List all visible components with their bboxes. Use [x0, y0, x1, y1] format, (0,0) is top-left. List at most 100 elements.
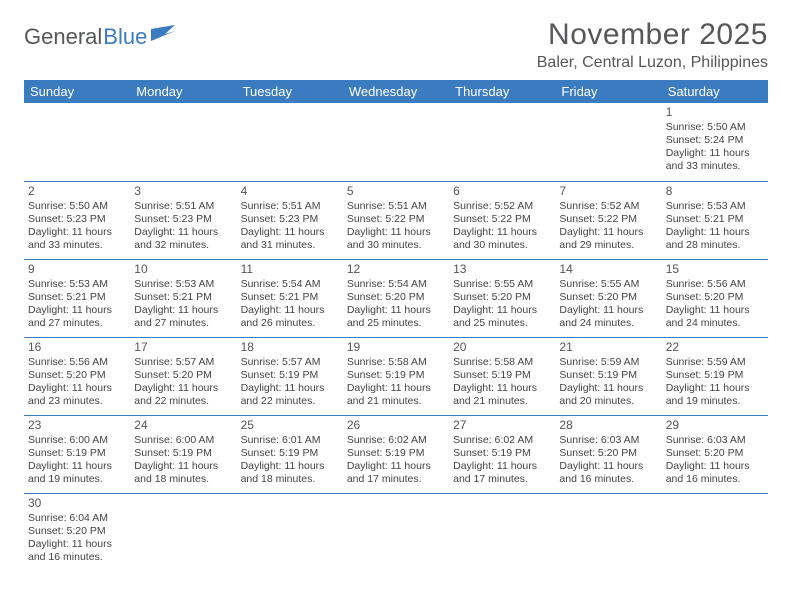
day-number: 5: [347, 184, 445, 199]
day-number: 2: [28, 184, 126, 199]
calendar-day: 13Sunrise: 5:55 AMSunset: 5:20 PMDayligh…: [449, 259, 555, 337]
calendar-empty-cell: [237, 103, 343, 181]
calendar-day: 17Sunrise: 5:57 AMSunset: 5:20 PMDayligh…: [130, 337, 236, 415]
day-sun-info: Sunrise: 6:03 AMSunset: 5:20 PMDaylight:…: [666, 434, 764, 487]
calendar-day: 8Sunrise: 5:53 AMSunset: 5:21 PMDaylight…: [662, 181, 768, 259]
day-number: 29: [666, 418, 764, 433]
month-title: November 2025: [537, 18, 768, 52]
brand-logo: GeneralBlue: [24, 24, 177, 50]
calendar-row: 16Sunrise: 5:56 AMSunset: 5:20 PMDayligh…: [24, 337, 768, 415]
calendar-empty-cell: [130, 493, 236, 571]
calendar-day: 30Sunrise: 6:04 AMSunset: 5:20 PMDayligh…: [24, 493, 130, 571]
calendar-day: 6Sunrise: 5:52 AMSunset: 5:22 PMDaylight…: [449, 181, 555, 259]
calendar-day: 4Sunrise: 5:51 AMSunset: 5:23 PMDaylight…: [237, 181, 343, 259]
day-number: 11: [241, 262, 339, 277]
weekday-header: Thursday: [449, 80, 555, 103]
calendar-day: 22Sunrise: 5:59 AMSunset: 5:19 PMDayligh…: [662, 337, 768, 415]
calendar-row: 2Sunrise: 5:50 AMSunset: 5:23 PMDaylight…: [24, 181, 768, 259]
calendar-day: 3Sunrise: 5:51 AMSunset: 5:23 PMDaylight…: [130, 181, 236, 259]
weekday-header: Tuesday: [237, 80, 343, 103]
day-number: 1: [666, 105, 764, 120]
day-sun-info: Sunrise: 5:57 AMSunset: 5:19 PMDaylight:…: [241, 356, 339, 409]
day-number: 3: [134, 184, 232, 199]
day-sun-info: Sunrise: 5:56 AMSunset: 5:20 PMDaylight:…: [28, 356, 126, 409]
weekday-header: Sunday: [24, 80, 130, 103]
day-sun-info: Sunrise: 5:53 AMSunset: 5:21 PMDaylight:…: [666, 200, 764, 253]
day-sun-info: Sunrise: 5:52 AMSunset: 5:22 PMDaylight:…: [453, 200, 551, 253]
day-number: 25: [241, 418, 339, 433]
day-sun-info: Sunrise: 5:55 AMSunset: 5:20 PMDaylight:…: [559, 278, 657, 331]
day-sun-info: Sunrise: 5:58 AMSunset: 5:19 PMDaylight:…: [453, 356, 551, 409]
day-sun-info: Sunrise: 5:51 AMSunset: 5:23 PMDaylight:…: [134, 200, 232, 253]
day-number: 4: [241, 184, 339, 199]
calendar-day: 26Sunrise: 6:02 AMSunset: 5:19 PMDayligh…: [343, 415, 449, 493]
day-sun-info: Sunrise: 5:58 AMSunset: 5:19 PMDaylight:…: [347, 356, 445, 409]
day-number: 27: [453, 418, 551, 433]
day-number: 10: [134, 262, 232, 277]
day-sun-info: Sunrise: 6:01 AMSunset: 5:19 PMDaylight:…: [241, 434, 339, 487]
day-sun-info: Sunrise: 6:03 AMSunset: 5:20 PMDaylight:…: [559, 434, 657, 487]
day-number: 23: [28, 418, 126, 433]
weekday-header: Wednesday: [343, 80, 449, 103]
calendar-empty-cell: [237, 493, 343, 571]
calendar-day: 29Sunrise: 6:03 AMSunset: 5:20 PMDayligh…: [662, 415, 768, 493]
day-number: 26: [347, 418, 445, 433]
weekday-header: Saturday: [662, 80, 768, 103]
day-number: 30: [28, 496, 126, 511]
day-number: 6: [453, 184, 551, 199]
calendar-empty-cell: [662, 493, 768, 571]
calendar-day: 21Sunrise: 5:59 AMSunset: 5:19 PMDayligh…: [555, 337, 661, 415]
day-sun-info: Sunrise: 5:56 AMSunset: 5:20 PMDaylight:…: [666, 278, 764, 331]
calendar-day: 12Sunrise: 5:54 AMSunset: 5:20 PMDayligh…: [343, 259, 449, 337]
calendar-empty-cell: [449, 493, 555, 571]
calendar-empty-cell: [343, 493, 449, 571]
day-number: 16: [28, 340, 126, 355]
day-sun-info: Sunrise: 5:53 AMSunset: 5:21 PMDaylight:…: [134, 278, 232, 331]
day-number: 20: [453, 340, 551, 355]
calendar-row: 23Sunrise: 6:00 AMSunset: 5:19 PMDayligh…: [24, 415, 768, 493]
day-sun-info: Sunrise: 5:51 AMSunset: 5:22 PMDaylight:…: [347, 200, 445, 253]
day-sun-info: Sunrise: 5:55 AMSunset: 5:20 PMDaylight:…: [453, 278, 551, 331]
brand-flag-icon: [151, 25, 177, 43]
calendar-empty-cell: [555, 103, 661, 181]
calendar-empty-cell: [24, 103, 130, 181]
day-number: 17: [134, 340, 232, 355]
calendar-day: 11Sunrise: 5:54 AMSunset: 5:21 PMDayligh…: [237, 259, 343, 337]
calendar-day: 28Sunrise: 6:03 AMSunset: 5:20 PMDayligh…: [555, 415, 661, 493]
calendar-day: 25Sunrise: 6:01 AMSunset: 5:19 PMDayligh…: [237, 415, 343, 493]
day-number: 13: [453, 262, 551, 277]
calendar-day: 23Sunrise: 6:00 AMSunset: 5:19 PMDayligh…: [24, 415, 130, 493]
title-block: November 2025 Baler, Central Luzon, Phil…: [537, 18, 768, 72]
day-sun-info: Sunrise: 5:51 AMSunset: 5:23 PMDaylight:…: [241, 200, 339, 253]
day-number: 15: [666, 262, 764, 277]
day-sun-info: Sunrise: 5:57 AMSunset: 5:20 PMDaylight:…: [134, 356, 232, 409]
day-number: 12: [347, 262, 445, 277]
location-subtitle: Baler, Central Luzon, Philippines: [537, 54, 768, 72]
day-number: 8: [666, 184, 764, 199]
calendar-day: 18Sunrise: 5:57 AMSunset: 5:19 PMDayligh…: [237, 337, 343, 415]
brand-part2: Blue: [103, 24, 147, 50]
calendar-row: 30Sunrise: 6:04 AMSunset: 5:20 PMDayligh…: [24, 493, 768, 571]
calendar-day: 10Sunrise: 5:53 AMSunset: 5:21 PMDayligh…: [130, 259, 236, 337]
calendar-day: 9Sunrise: 5:53 AMSunset: 5:21 PMDaylight…: [24, 259, 130, 337]
calendar-empty-cell: [343, 103, 449, 181]
calendar-day: 27Sunrise: 6:02 AMSunset: 5:19 PMDayligh…: [449, 415, 555, 493]
day-number: 19: [347, 340, 445, 355]
day-sun-info: Sunrise: 6:00 AMSunset: 5:19 PMDaylight:…: [28, 434, 126, 487]
calendar-day: 15Sunrise: 5:56 AMSunset: 5:20 PMDayligh…: [662, 259, 768, 337]
weekday-header: Monday: [130, 80, 236, 103]
day-sun-info: Sunrise: 5:54 AMSunset: 5:20 PMDaylight:…: [347, 278, 445, 331]
day-number: 9: [28, 262, 126, 277]
day-sun-info: Sunrise: 5:59 AMSunset: 5:19 PMDaylight:…: [559, 356, 657, 409]
calendar-body: 1Sunrise: 5:50 AMSunset: 5:24 PMDaylight…: [24, 103, 768, 571]
calendar-empty-cell: [449, 103, 555, 181]
calendar-day: 2Sunrise: 5:50 AMSunset: 5:23 PMDaylight…: [24, 181, 130, 259]
calendar-day: 1Sunrise: 5:50 AMSunset: 5:24 PMDaylight…: [662, 103, 768, 181]
day-number: 22: [666, 340, 764, 355]
calendar-day: 5Sunrise: 5:51 AMSunset: 5:22 PMDaylight…: [343, 181, 449, 259]
day-sun-info: Sunrise: 6:02 AMSunset: 5:19 PMDaylight:…: [453, 434, 551, 487]
calendar-day: 24Sunrise: 6:00 AMSunset: 5:19 PMDayligh…: [130, 415, 236, 493]
day-number: 18: [241, 340, 339, 355]
day-number: 7: [559, 184, 657, 199]
calendar-row: 1Sunrise: 5:50 AMSunset: 5:24 PMDaylight…: [24, 103, 768, 181]
